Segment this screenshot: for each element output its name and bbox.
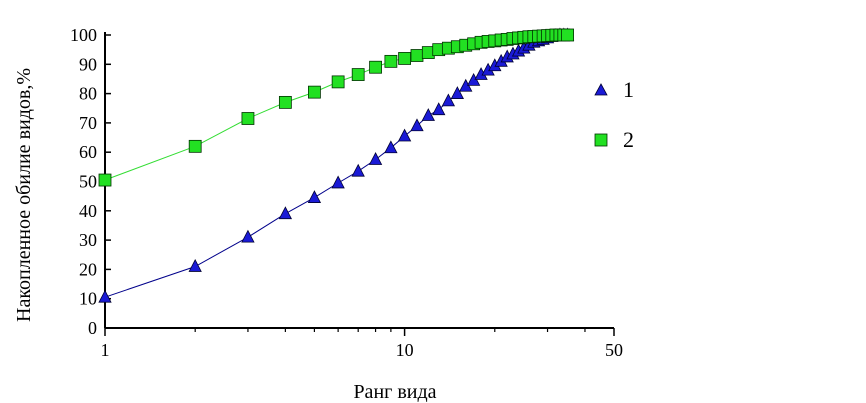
series-2-point [188, 139, 202, 153]
series-1-point [450, 86, 465, 99]
series-1-point [278, 206, 293, 220]
series-1-point [351, 163, 365, 177]
x-tick-label: 1 [101, 340, 110, 360]
series-1-point [384, 140, 398, 154]
series-1-point [307, 190, 322, 203]
legend: 12 [594, 77, 634, 152]
y-tick-label: 50 [79, 172, 97, 192]
series-lines [104, 34, 568, 298]
series-1-point [410, 118, 424, 132]
series-2-point [331, 75, 345, 89]
legend-label-2: 2 [623, 127, 634, 152]
series-1-point [98, 289, 112, 303]
y-tick-label: 20 [79, 259, 97, 279]
series-1-point [421, 108, 435, 121]
series-2-point [384, 54, 398, 68]
series-2-point [308, 85, 321, 99]
series-1-point [188, 259, 202, 272]
series-1-point [241, 229, 255, 243]
y-tick-label: 100 [70, 25, 97, 45]
y-tick-label: 60 [79, 142, 97, 162]
series-1-point [441, 93, 456, 107]
series-2-point [241, 112, 255, 125]
y-tick-label: 10 [79, 289, 97, 309]
y-tick-label: 90 [79, 54, 97, 74]
legend-label-1: 1 [623, 77, 634, 102]
y-axis-title: Накопленное обилие видов,% [13, 68, 35, 322]
series-2-point [98, 173, 112, 187]
y-tick-label: 30 [79, 230, 97, 250]
x-tick-label: 10 [396, 340, 414, 360]
series-2-point [398, 52, 411, 65]
x-tick-label: 50 [605, 340, 623, 360]
y-tick-label: 0 [88, 318, 97, 338]
series-2-point [278, 95, 292, 109]
y-tick-label: 40 [79, 201, 97, 221]
y-tick-label: 70 [79, 113, 97, 133]
series-2-point [410, 49, 424, 62]
series-markers [98, 27, 575, 303]
series-1-line [104, 34, 568, 298]
series-1-point [368, 152, 383, 165]
series-1-point [331, 175, 345, 189]
legend-marker-1 [594, 83, 608, 96]
x-axis-title: Ранг вида [353, 381, 436, 403]
y-tick-label: 80 [79, 84, 97, 104]
series-2-point [561, 28, 574, 42]
series-1-point [432, 102, 446, 116]
series-2-line [104, 34, 568, 181]
series-2-point [369, 60, 382, 74]
series-2-point [351, 68, 365, 81]
legend-marker-2 [594, 133, 608, 147]
series-1-point [397, 128, 412, 142]
